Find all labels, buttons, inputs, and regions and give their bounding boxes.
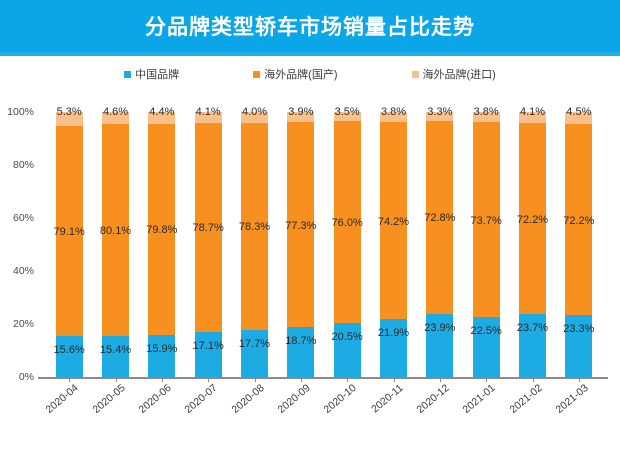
- y-tick-label: 100%: [7, 106, 34, 118]
- x-axis-tick: [161, 377, 163, 382]
- plot-area: 0% 20% 40% 60% 80% 100% 15.6% 79.1% 5.3% 15.4% 80…: [0, 96, 620, 396]
- bar-segment-overseas-import: [519, 112, 546, 123]
- x-axis-category-label: 2020-12: [414, 382, 452, 416]
- bar-column[interactable]: [380, 112, 407, 382]
- x-axis-category-label: 2021-03: [553, 382, 591, 416]
- bar-segment-overseas-domestic: [148, 123, 176, 335]
- x-axis-category-label: 2020-08: [228, 382, 267, 416]
- y-tick-label: 40%: [12, 265, 34, 277]
- legend-label: 海外品牌(进口): [422, 69, 496, 81]
- bar-segment-overseas-domestic: [426, 120, 454, 314]
- bar-column[interactable]: [565, 112, 593, 382]
- legend-swatch-icon: [253, 70, 261, 78]
- bar-column[interactable]: [333, 112, 361, 382]
- bar-segment-overseas-import: [333, 112, 361, 122]
- x-axis-tick: [300, 377, 302, 382]
- chart-legend: 中国品牌 海外品牌(国产) 海外品牌(进口): [0, 62, 620, 86]
- bar-segment-chinese-brand: [102, 336, 129, 377]
- bar-column[interactable]: [241, 112, 268, 382]
- bar-segment-chinese-brand: [287, 327, 315, 377]
- legend-label: 中国品牌: [135, 69, 180, 81]
- y-axis: 0% 20% 40% 60% 80% 100%: [0, 96, 38, 383]
- bar-segment-chinese-brand: [380, 318, 407, 377]
- bar-segment-overseas-import: [241, 112, 268, 123]
- bar-segment-chinese-brand: [194, 331, 222, 377]
- bar-segment-chinese-brand: [565, 315, 593, 377]
- legend-swatch-icon: [124, 70, 132, 78]
- x-axis-category-label: 2020-06: [136, 382, 174, 416]
- bar-segment-overseas-import: [287, 112, 315, 123]
- x-axis-category-label: 2020-09: [275, 382, 313, 416]
- x-axis-tick: [208, 377, 210, 382]
- x-axis-tick: [532, 377, 534, 382]
- bar-column[interactable]: [519, 112, 546, 382]
- x-axis-category-label: 2020-05: [89, 382, 128, 416]
- x-axis-category-label: 2020-07: [182, 382, 220, 416]
- bar-segment-overseas-domestic: [102, 124, 129, 337]
- bar-column[interactable]: [472, 112, 500, 382]
- x-axis-line: [38, 377, 608, 379]
- bar-column[interactable]: [194, 112, 222, 382]
- x-axis-category-label: 2021-01: [460, 382, 498, 416]
- x-axis-tick: [486, 377, 488, 382]
- x-axis-category-label: 2020-11: [368, 382, 406, 416]
- bar-segment-chinese-brand: [472, 317, 500, 377]
- bar-segment-overseas-import: [426, 112, 454, 121]
- y-tick-label: 80%: [12, 159, 34, 171]
- legend-item-1[interactable]: 中国品牌: [124, 66, 179, 82]
- page-title: 分品牌类型轿车市场销量占比走势: [145, 15, 475, 39]
- legend-item-2[interactable]: 海外品牌(国产): [253, 66, 338, 82]
- x-axis-tick: [115, 377, 117, 382]
- bar-segment-overseas-domestic: [472, 122, 500, 318]
- bar-segment-chinese-brand: [519, 314, 546, 377]
- x-axis-category-label: 2021-02: [506, 382, 545, 416]
- y-tick-label: 20%: [12, 318, 34, 330]
- x-axis-tick: [69, 377, 71, 382]
- bar-segment-overseas-import: [102, 112, 129, 125]
- x-axis-category-label: 2020-10: [321, 382, 359, 416]
- x-axis-tick: [393, 377, 395, 382]
- bar-column[interactable]: [55, 112, 83, 382]
- bar-column[interactable]: [426, 112, 454, 382]
- bar-segment-overseas-import: [148, 112, 176, 124]
- bars-container: 15.6% 79.1% 5.3% 15.4% 80.1% 4.6% 15.9% 79.8% 4.…: [38, 106, 610, 382]
- x-axis-category-label: 2020-04: [43, 382, 81, 416]
- bar-column[interactable]: [287, 112, 315, 382]
- bar-segment-chinese-brand: [55, 335, 83, 377]
- x-axis-labels: 2020-04 2020-05 2020-06 2020-07 2020-08 2020-…: [38, 382, 610, 442]
- legend-label: 海外品牌(国产): [264, 69, 338, 81]
- y-tick-label: 60%: [12, 212, 34, 224]
- chart-header-band: 分品牌类型轿车市场销量占比走势: [0, 0, 620, 52]
- bar-segment-overseas-domestic: [333, 121, 361, 323]
- legend-item-3[interactable]: 海外品牌(进口): [411, 66, 496, 82]
- bar-segment-overseas-domestic: [194, 122, 222, 332]
- header-underline: [0, 52, 620, 56]
- bar-segment-chinese-brand: [426, 313, 454, 377]
- x-axis-tick: [578, 377, 580, 382]
- bar-column[interactable]: [148, 112, 176, 382]
- bar-segment-overseas-domestic: [565, 123, 593, 316]
- bar-segment-overseas-import: [55, 112, 83, 127]
- bar-segment-overseas-domestic: [241, 122, 268, 331]
- x-axis-tick: [347, 377, 349, 382]
- bar-segment-overseas-domestic: [287, 122, 315, 328]
- bar-segment-chinese-brand: [148, 334, 176, 377]
- bar-segment-overseas-import: [194, 112, 222, 123]
- bar-segment-overseas-import: [380, 112, 407, 123]
- y-tick-label: 0%: [18, 371, 34, 383]
- bar-segment-overseas-domestic: [380, 122, 407, 319]
- bar-segment-chinese-brand: [333, 322, 361, 377]
- bar-segment-overseas-domestic: [55, 126, 83, 336]
- bar-segment-overseas-import: [472, 112, 500, 123]
- legend-swatch-icon: [411, 70, 419, 78]
- bar-segment-overseas-import: [565, 112, 593, 124]
- bar-segment-overseas-domestic: [519, 122, 546, 315]
- bar-column[interactable]: [102, 112, 129, 382]
- x-axis-tick: [439, 377, 441, 382]
- x-axis-tick: [254, 377, 256, 382]
- bar-segment-chinese-brand: [241, 330, 268, 377]
